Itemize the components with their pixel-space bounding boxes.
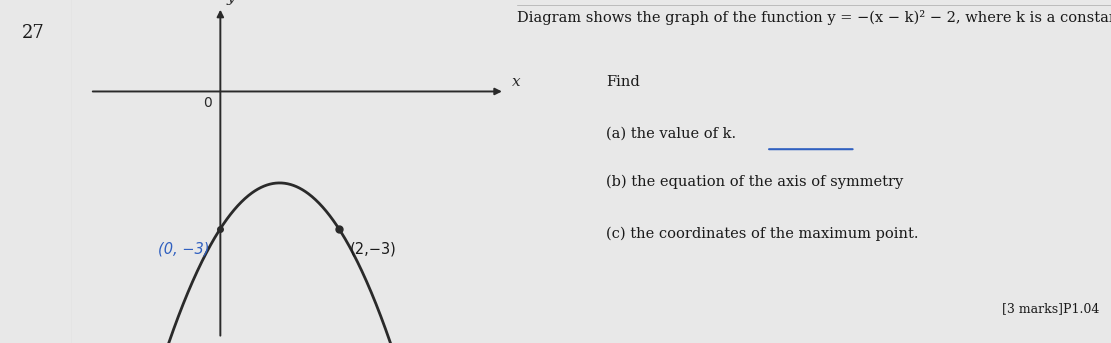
Text: [3 marks]P1.04: [3 marks]P1.04 [1002, 302, 1099, 315]
Text: Diagram shows the graph of the function y = −(x − k)² − 2, where k is a constant: Diagram shows the graph of the function … [517, 10, 1111, 25]
Text: 27: 27 [22, 24, 44, 42]
Text: 0: 0 [203, 96, 212, 110]
Text: Find: Find [605, 75, 640, 90]
Text: y: y [227, 0, 236, 5]
Text: (2,−3): (2,−3) [350, 242, 397, 257]
Text: x: x [512, 75, 521, 89]
Text: (a) the value of k.: (a) the value of k. [605, 127, 735, 141]
Text: (b) the equation of the axis of symmetry: (b) the equation of the axis of symmetry [605, 175, 903, 189]
Text: (c) the coordinates of the maximum point.: (c) the coordinates of the maximum point… [605, 226, 919, 241]
Text: (0, −3): (0, −3) [158, 242, 210, 257]
